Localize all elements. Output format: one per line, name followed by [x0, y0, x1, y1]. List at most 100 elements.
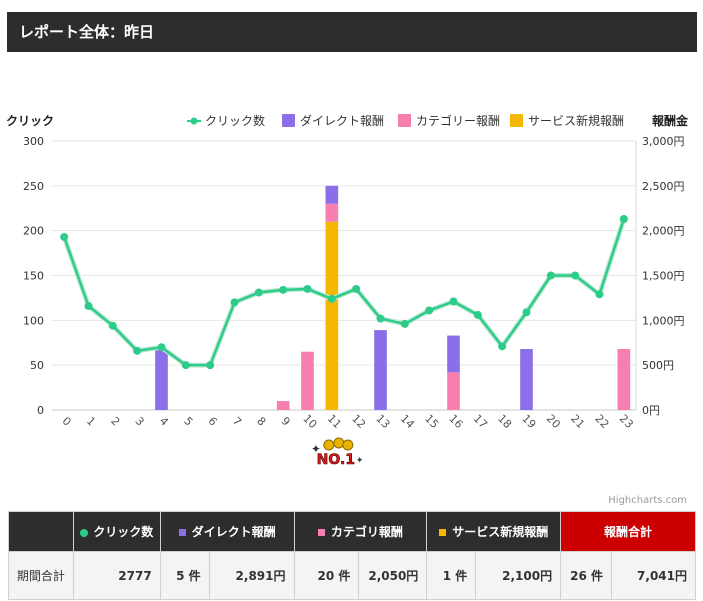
direct-count: 5 件	[159, 551, 210, 600]
click-point	[571, 271, 580, 280]
click-line	[62, 218, 626, 367]
click-point	[473, 310, 482, 319]
coin-icon	[342, 439, 354, 451]
hourly-report-chart: 0501001502002503000円500円1,000円1,500円2,00…	[6, 113, 689, 468]
x-tick-label: 2	[108, 414, 122, 428]
category-square-icon	[317, 529, 325, 536]
legend-label: カテゴリー報酬	[416, 113, 500, 128]
clicks-dot-icon	[80, 528, 89, 537]
summary-total-row: 期間合計 2777 5 件 2,891円 20 件 2,050円 1 件 2,1…	[8, 551, 696, 600]
header-total: 報酬合計	[560, 511, 696, 552]
total-amount: 7,041円	[611, 551, 696, 600]
right-tick-label: 0円	[642, 404, 660, 417]
x-tick-label: 15	[422, 412, 441, 431]
sparkle-icon: ✦	[356, 456, 364, 466]
click-point	[303, 284, 312, 293]
click-point	[327, 294, 336, 303]
right-tick-label: 500円	[642, 359, 674, 372]
x-tick-label: 5	[181, 414, 195, 428]
left-tick-label: 50	[30, 359, 44, 372]
left-tick-label: 0	[37, 404, 44, 417]
sparkle-icon: ✦	[311, 442, 321, 456]
click-point	[595, 290, 604, 299]
click-point	[352, 284, 361, 293]
bar-segment	[447, 335, 460, 373]
header-service: サービス新規報酬	[426, 511, 562, 552]
click-point	[279, 285, 288, 294]
direct-amount: 2,891円	[208, 551, 295, 600]
bar-segment	[276, 401, 290, 410]
click-point	[619, 215, 628, 224]
clicks-total: 2777	[72, 551, 161, 600]
legend-label: ダイレクト報酬	[300, 113, 384, 128]
left-tick-label: 300	[23, 135, 44, 148]
total-count: 26 件	[560, 551, 613, 600]
direct-square-icon	[178, 529, 186, 536]
right-axis-title: 報酬金	[652, 113, 689, 128]
left-axis-title: クリック	[6, 114, 54, 128]
click-point	[157, 343, 166, 352]
row-label: 期間合計	[8, 551, 74, 600]
left-tick-label: 150	[23, 270, 44, 283]
x-tick-label: 11	[325, 412, 344, 431]
x-tick-label: 8	[254, 414, 268, 428]
left-tick-label: 200	[23, 225, 44, 238]
x-tick-label: 17	[471, 412, 490, 431]
right-tick-label: 1,000円	[642, 314, 685, 327]
x-tick-label: 12	[349, 412, 368, 431]
summary-table: クリック数 ダイレクト報酬 カテゴリ報酬 サービス新規報酬 報酬合計 期間合計 …	[8, 511, 696, 600]
report-header: レポート全体：昨日	[7, 12, 697, 52]
legend-swatch-icon	[398, 114, 411, 127]
bar-segment	[520, 349, 533, 410]
x-tick-label: 3	[133, 414, 147, 428]
click-point	[449, 297, 458, 306]
click-point	[230, 298, 239, 307]
click-point	[546, 271, 555, 280]
click-point	[133, 346, 142, 355]
x-tick-label: 0	[60, 414, 74, 428]
bar-segment	[617, 349, 631, 410]
left-tick-label: 100	[23, 314, 44, 327]
bar-segment	[374, 330, 387, 410]
no1-badge: NO.1	[317, 452, 355, 468]
x-tick-label: 10	[300, 412, 319, 431]
x-tick-label: 19	[519, 412, 538, 431]
header-category: カテゴリ報酬	[293, 511, 428, 552]
right-tick-label: 1,500円	[642, 270, 685, 283]
x-tick-label: 6	[206, 414, 220, 428]
click-point	[206, 361, 215, 370]
x-tick-label: 22	[592, 412, 611, 431]
bar-segment	[301, 351, 314, 410]
x-tick-label: 21	[568, 412, 587, 431]
highcharts-credit[interactable]: Highcharts.com	[608, 495, 687, 506]
click-point	[498, 342, 507, 351]
click-point	[60, 232, 69, 241]
bar-segment	[155, 349, 168, 410]
bar-segment	[325, 185, 339, 204]
x-tick-label: 16	[446, 412, 465, 431]
click-point	[376, 314, 385, 323]
legend-swatch-icon	[282, 114, 295, 127]
summary-header-row: クリック数 ダイレクト報酬 カテゴリ報酬 サービス新規報酬 報酬合計	[8, 511, 696, 552]
click-point	[425, 306, 434, 315]
service-amount: 2,100円	[475, 551, 562, 600]
x-tick-label: 4	[157, 414, 171, 428]
x-tick-label: 18	[495, 412, 514, 431]
legend-swatch-icon	[510, 114, 523, 127]
click-point	[400, 319, 409, 328]
x-tick-label: 9	[279, 414, 293, 428]
legend-dot-icon	[190, 117, 198, 125]
x-tick-label: 20	[544, 412, 563, 431]
click-point	[254, 288, 263, 297]
category-amount: 2,050円	[358, 551, 428, 600]
header-clicks: クリック数	[72, 511, 161, 552]
x-tick-label: 7	[230, 414, 244, 428]
right-tick-label: 3,000円	[642, 135, 685, 148]
x-tick-label: 14	[398, 412, 417, 431]
coin-icon	[323, 439, 335, 451]
legend-label: クリック数	[205, 113, 265, 128]
click-point	[84, 301, 93, 310]
header-direct: ダイレクト報酬	[159, 511, 295, 552]
click-point	[181, 361, 190, 370]
click-point	[522, 308, 531, 317]
